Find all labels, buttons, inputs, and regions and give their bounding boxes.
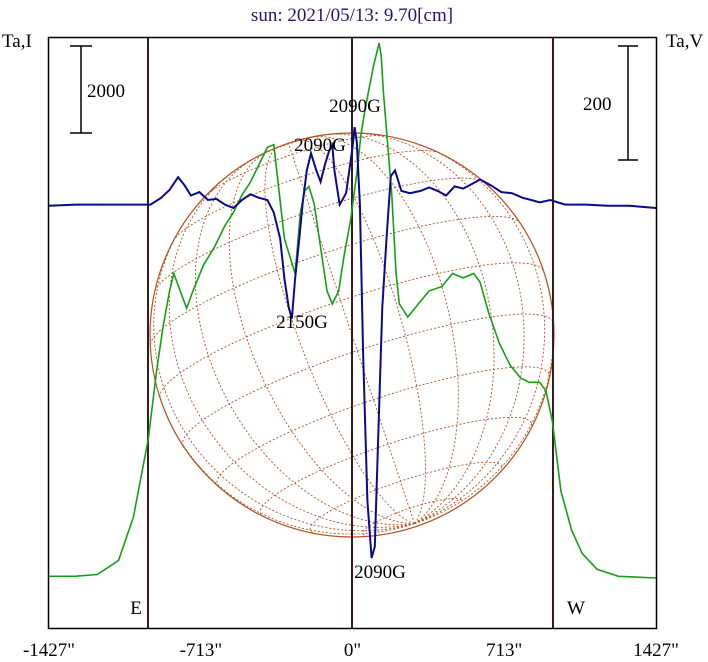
annotation-label: 2090G bbox=[294, 135, 346, 156]
x-tick-label: 1427" bbox=[633, 640, 679, 661]
solar-grid-meridian bbox=[414, 271, 555, 525]
solar-grid-meridian bbox=[228, 150, 415, 525]
polarization-series-line bbox=[48, 126, 657, 559]
x-tick-label: 0" bbox=[344, 640, 361, 661]
solar-grid-parallel bbox=[149, 215, 521, 345]
polarization-scale-bar bbox=[618, 45, 638, 161]
solar-grid-parallel bbox=[362, 498, 463, 536]
solar-grid-parallel bbox=[253, 134, 326, 159]
x-tick-label: -713" bbox=[180, 640, 223, 661]
intensity-series-line bbox=[48, 42, 657, 579]
annotation-label: 2090G bbox=[354, 562, 406, 583]
solar-grid-meridian bbox=[351, 132, 525, 525]
intensity-scale-bar bbox=[70, 45, 92, 134]
annotation-label: 2150G bbox=[276, 312, 328, 333]
right-axis-label: Ta,V bbox=[666, 31, 703, 52]
x-tick-label: 713" bbox=[486, 640, 522, 661]
solar-grid-parallel bbox=[309, 461, 503, 533]
solar-grid-meridian bbox=[288, 143, 415, 524]
solar-grid-parallel bbox=[154, 177, 485, 292]
x-tick-label: -1427" bbox=[23, 640, 75, 661]
plot-frame bbox=[47, 36, 658, 630]
solar-grid-parallel bbox=[216, 366, 551, 487]
chart-title: sun: 2021/05/13: 9.70[cm] bbox=[251, 5, 453, 26]
solar-grid-parallel bbox=[159, 262, 544, 398]
solar-grid-meridian bbox=[168, 172, 415, 528]
left-axis-label: Ta,I bbox=[2, 31, 32, 52]
intensity-scale-label: 2000 bbox=[87, 81, 125, 102]
annotation-label: 2090G bbox=[329, 96, 381, 117]
east-limb-label: E bbox=[130, 598, 142, 619]
solar-grid-parallel bbox=[182, 313, 555, 446]
solar-grid-meridian bbox=[298, 139, 426, 524]
solar-grid-meridian bbox=[264, 146, 415, 525]
solar-grid-parallel bbox=[205, 135, 387, 196]
solar-grid-parallel bbox=[172, 150, 439, 242]
west-limb-label: W bbox=[567, 598, 585, 619]
solar-grid-parallel bbox=[259, 416, 533, 518]
polarization-scale-label: 200 bbox=[583, 94, 612, 115]
solar-grid-meridian bbox=[308, 136, 459, 524]
